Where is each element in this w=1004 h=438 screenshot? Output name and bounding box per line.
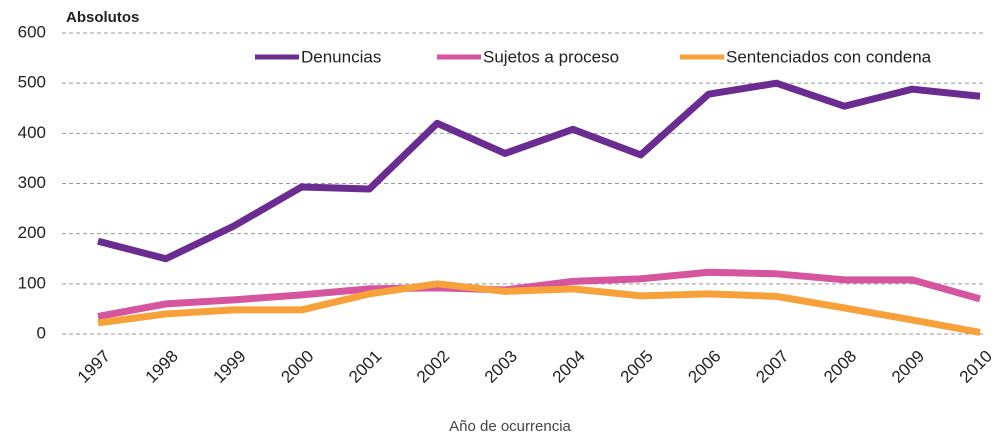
data-line — [97, 79, 981, 263]
legend-label: Sentenciados con condena — [726, 47, 932, 66]
x-tick-label: 1999 — [210, 347, 250, 387]
legend-label: Denuncias — [301, 47, 381, 66]
x-tick-label: 2002 — [413, 347, 453, 387]
x-tick-label: 2007 — [752, 347, 792, 387]
y-tick-label: 500 — [18, 73, 46, 92]
x-tick-label: 2004 — [549, 347, 589, 387]
data-line — [97, 268, 981, 320]
x-tick-label: 2009 — [888, 347, 928, 387]
data-line — [97, 280, 981, 336]
x-tick-label: 2001 — [345, 347, 385, 387]
y-axis-label: Absolutos — [66, 9, 139, 26]
x-tick-label: 1998 — [142, 347, 182, 387]
x-tick-label: 2008 — [820, 347, 860, 387]
y-tick-label: 100 — [18, 273, 46, 292]
x-tick-label: 2005 — [617, 347, 657, 387]
x-tick-label: 1997 — [74, 347, 114, 387]
y-tick-label: 600 — [18, 22, 46, 41]
x-tick-label: 2006 — [684, 347, 724, 387]
y-tick-label: 0 — [37, 323, 46, 342]
x-tick-label: 2010 — [956, 347, 996, 387]
legend-label: Sujetos a proceso — [483, 47, 619, 66]
y-tick-label: 400 — [18, 123, 46, 142]
y-tick-label: 300 — [18, 173, 46, 192]
y-tick-label: 200 — [18, 223, 46, 242]
x-tick-label: 2003 — [481, 347, 521, 387]
x-axis-label: Año de ocurrencia — [449, 418, 571, 435]
x-tick-label: 2000 — [277, 347, 317, 387]
